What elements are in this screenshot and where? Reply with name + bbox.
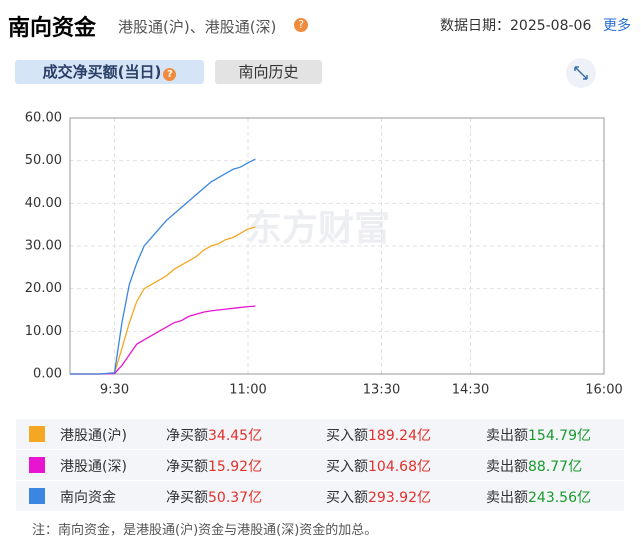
y-tick-label: 30.00 bbox=[25, 239, 62, 254]
subtitle: 港股通(沪)、港股通(深) bbox=[118, 18, 277, 36]
summary-value: 243.56亿 bbox=[528, 490, 591, 506]
tab-active[interactable]: 成交净买额(当日)? bbox=[15, 60, 204, 84]
summary-value: 34.45亿 bbox=[208, 428, 263, 444]
summary-value: 15.92亿 bbox=[208, 459, 263, 475]
legend-label: 南向资金 bbox=[60, 490, 116, 506]
x-tick-label: 11:00 bbox=[229, 383, 266, 398]
tab[interactable]: 南向历史 bbox=[215, 60, 322, 84]
summary-row: 港股通(深) 净买额 15.92亿 买入额 104.68亿 卖出额 88.77亿 bbox=[16, 450, 624, 480]
watermark: 东方财富 bbox=[246, 207, 390, 249]
summary-row: 港股通(沪) 净买额 34.45亿 买入额 189.24亿 卖出额 154.79亿 bbox=[16, 419, 624, 449]
y-tick-label: 10.00 bbox=[25, 324, 62, 339]
summary-label: 净买额 bbox=[166, 490, 208, 506]
summary-label: 买入额 bbox=[326, 490, 368, 506]
summary-label: 净买额 bbox=[166, 459, 208, 475]
legend-swatch bbox=[29, 457, 45, 473]
legend-label: 港股通(深) bbox=[60, 459, 127, 475]
summary-value: 104.68亿 bbox=[368, 459, 431, 475]
x-tick-label: 9:30 bbox=[100, 383, 129, 398]
x-tick-label: 14:30 bbox=[452, 383, 489, 398]
legend-label: 港股通(沪) bbox=[60, 428, 127, 444]
summary-row: 南向资金 净买额 50.37亿 买入额 293.92亿 卖出额 243.56亿 bbox=[16, 481, 624, 511]
summary-value: 293.92亿 bbox=[368, 490, 431, 506]
summary-value: 88.77亿 bbox=[528, 459, 583, 475]
y-tick-label: 0.00 bbox=[33, 367, 62, 382]
summary-value: 154.79亿 bbox=[528, 428, 591, 444]
title: 南向资金 bbox=[8, 16, 97, 41]
note: 注：南向资金，是港股通(沪)资金与港股通(深)资金的加总。 bbox=[32, 523, 378, 538]
plot-frame bbox=[69, 117, 605, 375]
date: 数据日期：2025-08-06 bbox=[440, 18, 592, 34]
expand-button[interactable] bbox=[566, 58, 596, 88]
series-line bbox=[70, 226, 256, 375]
y-tick-label: 40.00 bbox=[25, 196, 62, 211]
help-icon[interactable]: ? bbox=[294, 18, 308, 32]
x-tick-label: 13:30 bbox=[363, 383, 400, 398]
legend-swatch bbox=[29, 488, 45, 504]
legend-swatch bbox=[29, 426, 45, 442]
help-icon[interactable]: ? bbox=[163, 68, 177, 81]
summary-value: 189.24亿 bbox=[368, 428, 431, 444]
chart: 东方财富 0.00 10.00 20.00 30.00 40.00 50.00 60.00 9… bbox=[25, 111, 623, 398]
expand-icon bbox=[574, 66, 588, 80]
summary-label: 买入额 bbox=[326, 428, 368, 444]
more-link[interactable]: 更多 bbox=[603, 18, 631, 34]
summary-label: 买入额 bbox=[326, 459, 368, 475]
x-tick-label: 16:00 bbox=[585, 383, 622, 398]
summary-label: 卖出额 bbox=[486, 428, 528, 444]
summary-label: 卖出额 bbox=[486, 490, 528, 506]
y-tick-label: 20.00 bbox=[25, 281, 62, 296]
summary-value: 50.37亿 bbox=[208, 490, 263, 506]
tab-label: 成交净买额(当日) bbox=[42, 63, 162, 81]
y-tick-label: 60.00 bbox=[25, 111, 62, 126]
series-line bbox=[70, 305, 256, 375]
series-line bbox=[70, 158, 256, 375]
summary-label: 卖出额 bbox=[486, 459, 528, 475]
summary-label: 净买额 bbox=[166, 428, 208, 444]
y-tick-label: 50.00 bbox=[25, 153, 62, 168]
